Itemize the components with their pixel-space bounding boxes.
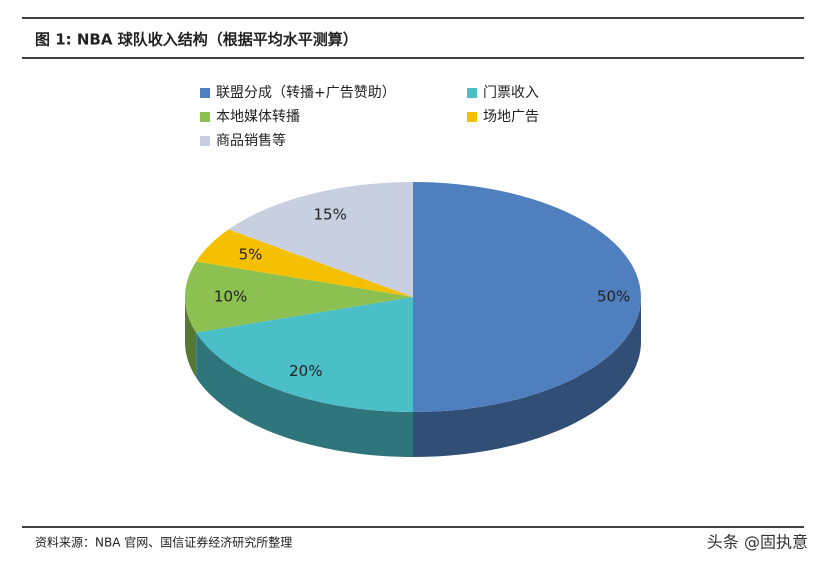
slice (196, 297, 413, 412)
legend-swatch (200, 136, 210, 146)
legend-swatch (200, 88, 210, 98)
slice-side (413, 297, 641, 457)
legend-label: 本地媒体转播 (216, 109, 300, 125)
data-label: 15% (314, 206, 347, 224)
source: 资料来源：NBA 官网、国信证券经济研究所整理 (35, 535, 292, 550)
legend-label: 商品销售等 (216, 132, 286, 149)
slice (228, 182, 413, 297)
data-label: 10% (214, 288, 247, 306)
slice-side (185, 297, 197, 378)
legend-swatch (467, 112, 477, 122)
legend-label: 门票收入 (483, 85, 539, 101)
slice (185, 261, 413, 333)
legend-label: 场地广告 (483, 109, 539, 125)
data-label: 50% (597, 288, 630, 306)
slice (413, 182, 641, 412)
watermark: 头条 @固执意 (707, 533, 808, 552)
data-label: 20% (289, 362, 322, 380)
slice-side (196, 332, 413, 457)
slice (196, 229, 413, 297)
legend-swatch (200, 112, 210, 122)
legend-swatch (467, 88, 477, 98)
data-label: 5% (239, 246, 263, 264)
legend-label: 联盟分成（转播+广告赞助） (216, 85, 396, 101)
chart-title: 图 1: NBA 球队收入结构（根据平均水平测算） (35, 31, 358, 49)
